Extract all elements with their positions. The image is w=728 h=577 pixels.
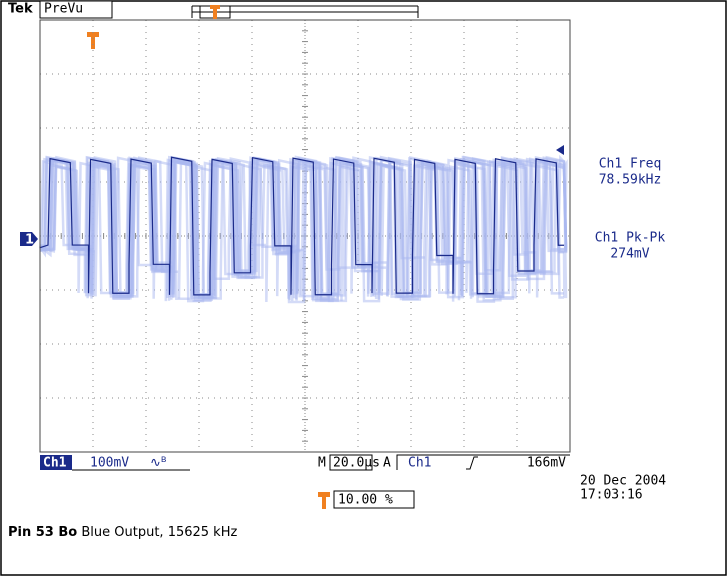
- timebase: 20.0µs: [333, 456, 380, 471]
- trigger-box: [396, 454, 570, 470]
- date: 20 Dec 2004: [580, 474, 666, 489]
- level-marker: [556, 145, 564, 155]
- channel-marker: 1: [25, 233, 34, 248]
- channel-marker-bg: [20, 232, 38, 246]
- time: 17:03:16: [580, 488, 643, 503]
- trigger-channel: Ch1: [408, 456, 431, 471]
- record-bracket: [191, 5, 419, 18]
- screen-border: [39, 19, 571, 453]
- timebase-box: [329, 454, 373, 471]
- trigger-pos-icon: [318, 492, 330, 509]
- timebase-prefix: M: [318, 456, 326, 471]
- mode: PreVu: [44, 2, 83, 17]
- main-trace: [39, 156, 564, 296]
- status-scale: 100mV: [90, 456, 129, 471]
- measurement-value: 274mV: [610, 247, 649, 262]
- caption: Pin 53 Bo Blue Output, 15625 kHz: [8, 525, 237, 540]
- measurement-label: Ch1 Pk-Pk: [595, 231, 666, 246]
- trigger-prefix: A: [383, 456, 391, 471]
- trigger-level: 166mV: [527, 456, 566, 471]
- mode-box: [39, 0, 113, 19]
- trigger-icon: [210, 5, 220, 19]
- measurement-value: 78.59kHz: [599, 173, 662, 188]
- channel-box: [40, 455, 72, 470]
- trigger-marker: [87, 32, 99, 49]
- trigger-position: 10.00 %: [338, 493, 393, 508]
- envelope-trace: [39, 155, 568, 299]
- brand: Tek: [8, 2, 33, 17]
- bw-icon: ∿ᴮ: [150, 456, 167, 471]
- caption-pin: Pin 53 Bo: [8, 525, 77, 540]
- waveform: [38, 154, 568, 304]
- trigger-pos-box: [333, 490, 415, 509]
- caption-text: Blue Output, 15625 kHz: [77, 525, 237, 540]
- status-channel: Ch1: [43, 456, 67, 471]
- slope-icon: [466, 456, 478, 470]
- measurement-label: Ch1 Freq: [599, 157, 662, 172]
